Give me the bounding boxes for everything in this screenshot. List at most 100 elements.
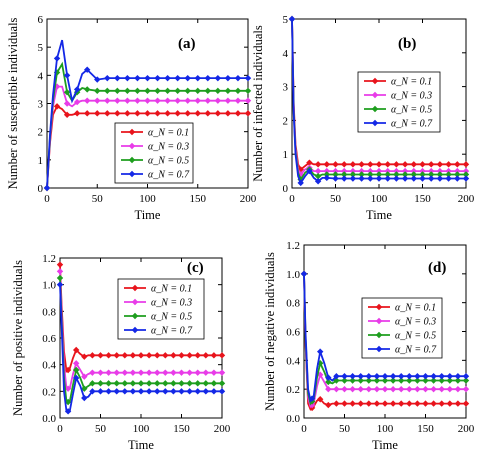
series-marker-0 bbox=[174, 110, 181, 117]
series-marker-0 bbox=[134, 110, 141, 117]
series-marker-3 bbox=[401, 175, 409, 182]
x-tick-label: 0 bbox=[301, 423, 307, 435]
series-marker-2 bbox=[393, 171, 400, 178]
series-marker-3 bbox=[214, 74, 222, 82]
panel-d: 0 50 100 150 200 0.0 0.2 0.4 0.6 0.8 1.0 1.2 Time Num… bbox=[263, 240, 475, 452]
series-marker-0 bbox=[162, 352, 169, 359]
series-marker-1 bbox=[406, 385, 413, 393]
series-marker-1 bbox=[194, 97, 201, 104]
series-marker-1 bbox=[341, 167, 348, 175]
panel-c: 0 50 100 150 200 0.0 0.2 0.4 0.6 0.8 1.0 1.2 Time Num… bbox=[11, 253, 231, 452]
series-marker-0 bbox=[186, 352, 193, 359]
y-tick-label: 6 bbox=[38, 14, 44, 26]
series-marker-1 bbox=[89, 369, 96, 376]
series-marker-3 bbox=[410, 175, 417, 182]
x-axis-label: Time bbox=[372, 438, 398, 452]
series-marker-1 bbox=[224, 97, 232, 104]
series-marker-0 bbox=[365, 400, 372, 407]
panel-tag: (c) bbox=[187, 260, 204, 276]
y-tick-label: 0 bbox=[283, 183, 289, 195]
series-marker-3 bbox=[174, 74, 181, 82]
x-tick-label: 100 bbox=[139, 193, 156, 205]
series-marker-1 bbox=[210, 369, 218, 376]
series-marker-3 bbox=[308, 395, 316, 402]
series-marker-0 bbox=[218, 352, 226, 359]
series-marker-3 bbox=[341, 175, 348, 182]
panel-b: 0 50 100 150 200 0 1 2 3 4 5 Time Number of infected… bbox=[251, 14, 475, 222]
series-marker-0 bbox=[306, 159, 313, 166]
series-marker-0 bbox=[97, 352, 104, 359]
series-marker-2 bbox=[194, 380, 201, 387]
series-marker-3 bbox=[218, 388, 226, 395]
series-marker-0 bbox=[81, 353, 88, 360]
series-marker-2 bbox=[325, 378, 332, 386]
series-marker-0 bbox=[244, 110, 252, 117]
series-marker-3 bbox=[358, 175, 365, 182]
panel-a: 0 50 100 150 200 0 1 2 3 4 5 6 Time Number of suscept… bbox=[6, 14, 257, 222]
y-tick-label: 2 bbox=[38, 127, 44, 139]
series-marker-0 bbox=[170, 352, 177, 359]
y-axis-label: Number of infected individuals bbox=[251, 25, 265, 182]
legend: α_N = 0.1 α_N = 0.3 α_N = 0.5 α_N = 0.7 bbox=[117, 278, 205, 340]
series-marker-3 bbox=[210, 388, 218, 395]
series-marker-1 bbox=[367, 167, 374, 175]
y-tick-label: 3 bbox=[283, 82, 289, 94]
series-marker-2 bbox=[224, 87, 232, 95]
series-marker-2 bbox=[164, 87, 171, 95]
x-tick-label: 200 bbox=[458, 423, 475, 435]
series-marker-3 bbox=[384, 175, 391, 182]
series-marker-1 bbox=[462, 385, 470, 393]
series-marker-3 bbox=[129, 388, 137, 395]
series-marker-3 bbox=[438, 372, 445, 380]
series-marker-0 bbox=[375, 161, 383, 168]
series-marker-2 bbox=[401, 171, 409, 178]
series-marker-0 bbox=[428, 161, 435, 168]
series-marker-3 bbox=[121, 388, 128, 395]
x-tick-label: 150 bbox=[190, 193, 207, 205]
y-tick-label: 0.6 bbox=[286, 327, 300, 339]
series-marker-3 bbox=[462, 372, 470, 380]
legend-marker bbox=[128, 128, 136, 136]
series-marker-1 bbox=[137, 369, 145, 376]
series-marker-1 bbox=[419, 167, 426, 175]
series-marker-2 bbox=[121, 380, 128, 387]
y-tick-label: 0.8 bbox=[286, 298, 300, 310]
series-marker-2 bbox=[373, 377, 381, 384]
series-marker-0 bbox=[144, 110, 151, 117]
series-marker-3 bbox=[53, 55, 61, 62]
series-marker-0 bbox=[63, 111, 71, 118]
series-marker-1 bbox=[357, 385, 364, 393]
series-marker-1 bbox=[381, 385, 389, 393]
series-marker-2 bbox=[436, 171, 444, 178]
series-marker-0 bbox=[349, 400, 356, 407]
legend-entry: α_N = 0.1 bbox=[151, 284, 192, 295]
y-tick-label: 1 bbox=[38, 155, 44, 167]
series-marker-0 bbox=[454, 161, 461, 168]
y-tick-label: 1.2 bbox=[286, 240, 300, 252]
legend-entry: α_N = 0.1 bbox=[391, 77, 432, 88]
series-marker-1 bbox=[314, 167, 322, 175]
series-marker-2 bbox=[81, 385, 88, 392]
legend-entry: α_N = 0.5 bbox=[391, 105, 432, 116]
series-marker-2 bbox=[63, 89, 71, 96]
series-marker-2 bbox=[419, 171, 426, 178]
series-marker-2 bbox=[145, 380, 153, 387]
series-marker-0 bbox=[194, 110, 201, 117]
series-marker-0 bbox=[419, 161, 426, 168]
series-marker-3 bbox=[381, 372, 389, 380]
series-marker-0 bbox=[389, 400, 397, 407]
series-marker-0 bbox=[410, 161, 417, 168]
series-marker-3 bbox=[64, 408, 72, 415]
series-marker-3 bbox=[144, 74, 151, 82]
series-marker-3 bbox=[186, 388, 193, 395]
series-marker-1 bbox=[144, 97, 151, 104]
series-marker-1 bbox=[333, 385, 340, 393]
series-marker-0 bbox=[89, 352, 96, 359]
y-tick-label: 1.0 bbox=[286, 269, 300, 281]
series-marker-1 bbox=[332, 167, 339, 175]
series-marker-3 bbox=[325, 374, 332, 381]
legend-marker bbox=[131, 298, 139, 306]
legend-box bbox=[357, 71, 441, 133]
series-marker-1 bbox=[454, 167, 461, 175]
series-marker-1 bbox=[81, 373, 88, 380]
